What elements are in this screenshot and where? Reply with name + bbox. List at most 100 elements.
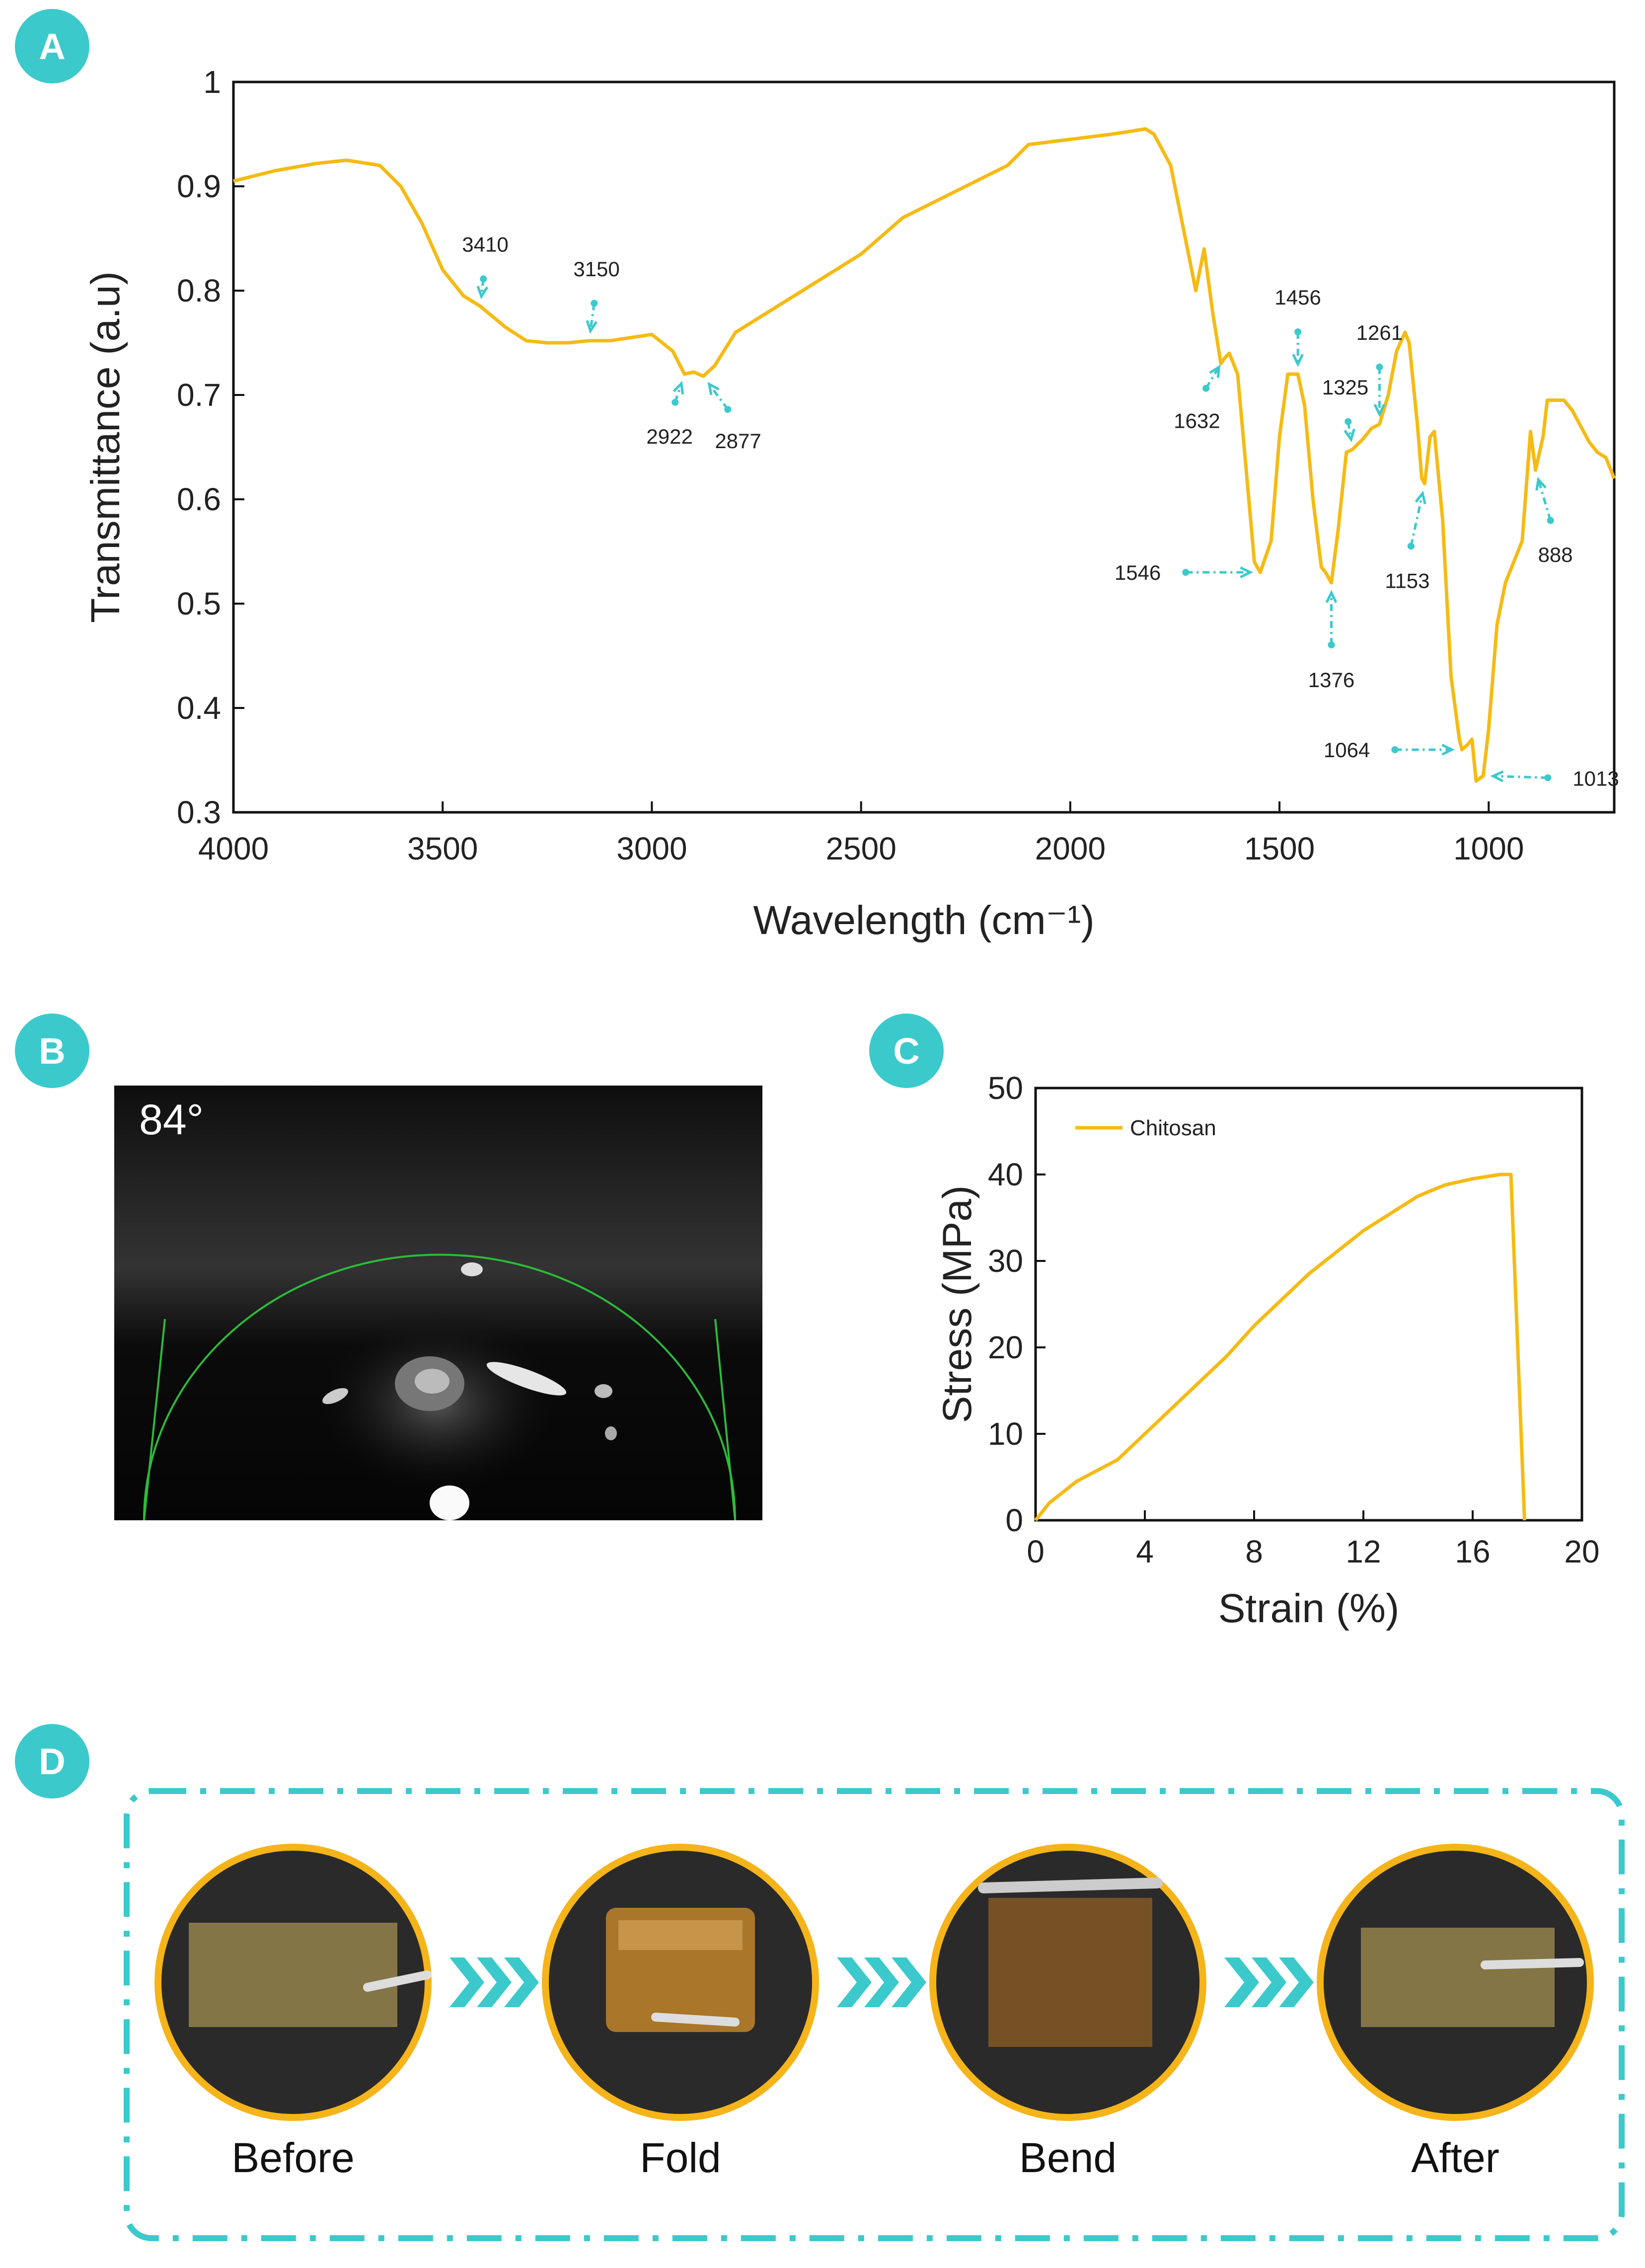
y-tick-label: 50 [988,1070,1023,1106]
annotation-dot [1547,517,1554,524]
annotation-arrowhead [1490,770,1504,782]
annotation-dot [1407,543,1415,550]
annotation-dot [724,406,732,413]
annotation-arrowhead [1292,354,1304,367]
x-tick-label: 4000 [198,831,269,866]
y-tick-label: 20 [988,1330,1023,1365]
annotation-label: 888 [1538,543,1573,566]
ftir-chart: 4000 3500 3000 2500 2000 1500 1000 0.3 0.4 0.5 0.6… [83,64,1619,943]
annotation-arrow [1493,775,1548,779]
y-axis-label: Transmittance (a.u) [83,271,128,623]
x-tick-label: 4 [1136,1534,1154,1569]
x-tick-label: 16 [1455,1534,1490,1569]
panel-d-badge: D [15,1724,89,1799]
plot-frame-c [1034,1087,1583,1522]
annotation-arrowhead [586,320,598,334]
annotation-arrowhead [1415,490,1426,505]
y-tick-label: 0.6 [177,481,221,517]
annotation-arrow [708,383,729,410]
stage-label-fold: Fold [640,2134,721,2181]
annotation-dot [1376,363,1383,371]
annotation-dot [1345,418,1352,425]
y-tick-label: 0.8 [177,273,221,309]
annotation-arrowhead [1240,566,1254,578]
contact-angle-value: 84° [139,1096,204,1144]
contact-angle-image: 84° [114,1086,762,1520]
annotation-dot [480,275,487,283]
annotation-arrowhead [1344,428,1355,443]
annotation-arrowhead [673,381,684,395]
annotation-arrowhead [1441,744,1455,756]
x-tick-label: 20 [1564,1534,1599,1569]
annotation-dot [1544,774,1552,782]
x-tick-label: 1500 [1244,831,1315,866]
annotation-label: 2877 [715,429,761,453]
y-tick-label: 0.4 [177,690,221,726]
x-tick-label: 0 [1027,1534,1045,1569]
y-tick-label: 40 [988,1157,1023,1192]
panel-b-badge: B [15,1014,89,1088]
annotation-dot [672,398,679,406]
y-tick-label: 0.3 [177,794,221,830]
annotation-arrowhead [1209,364,1221,378]
annotation-dot [591,300,598,307]
annotation-label: 1013 [1572,767,1619,790]
annotation-dot [1391,746,1399,753]
panel-c-badge: C [869,1014,944,1088]
arrow-chevrons-1 [449,1957,539,2007]
x-tick-label: 12 [1346,1534,1381,1569]
annotation-label: 1064 [1324,738,1370,762]
y-tick-label: 0.5 [177,586,221,622]
annotation-arrowhead [1373,403,1386,417]
y-tick-label: 0 [1005,1502,1023,1538]
x-tick-label: 3000 [616,831,687,866]
annotation-dot [1328,641,1335,648]
photo-after [1317,1844,1594,2121]
x-tick-label: 2500 [825,831,896,866]
annotation-arrowhead [1535,476,1547,491]
droplet-contour [143,1253,736,1520]
annotation-dot [1182,569,1190,576]
annotation-arrow [1204,366,1220,389]
annotation-label: 1261 [1356,321,1403,344]
annotation-label: 1546 [1115,561,1161,584]
photo-bend [929,1844,1206,2121]
y-tick-label: 30 [988,1243,1023,1279]
annotation-label: 1632 [1174,409,1220,433]
stage-label-after: After [1411,2134,1499,2181]
plot-frame-a [232,80,1616,814]
annotation-label: 1376 [1308,668,1354,692]
y-tick-label: 10 [988,1416,1023,1452]
arrow-chevrons-2 [837,1957,926,2007]
annotation-arrow [1537,479,1552,521]
annotation-arrow [589,303,596,331]
annotation-dot [1294,328,1302,335]
annotation-label: 2922 [646,425,692,448]
y-tick-label: 1 [203,64,221,100]
x-tick-label: 3500 [407,831,478,866]
annotation-dot [1202,385,1210,392]
annotation-label: 3410 [462,233,508,256]
panel-a-badge: A [15,9,89,83]
x-tick-label: 2000 [1035,831,1106,866]
x-tick-label: 1000 [1453,831,1524,866]
series-line-ftir [233,127,1616,783]
y-axis-label: Stress (MPa) [935,1185,980,1423]
arrow-chevrons-3 [1224,1957,1314,2007]
legend-label: Chitosan [1130,1116,1216,1140]
photo-before [154,1844,432,2121]
x-axis-label: Wavelength (cm⁻¹) [753,898,1094,943]
stress-strain-chart: 0 4 8 12 16 20 0 10 20 30 40 50 Strain (%) Stress (MP… [935,1070,1600,1631]
y-tick-label: 0.9 [177,168,221,204]
stage-label-bend: Bend [1019,2134,1117,2181]
x-tick-label: 8 [1245,1534,1263,1569]
y-tick-label: 0.7 [177,377,221,413]
annotation-label: 1456 [1274,286,1321,309]
annotation-label: 1325 [1322,376,1368,399]
tangent-line-left [143,1319,166,1520]
annotation-arrowhead [476,286,489,300]
x-axis-label: Strain (%) [1218,1586,1400,1631]
annotation-arrowhead [1325,590,1338,603]
annotation-arrowhead [707,382,720,395]
photo-fold [542,1844,819,2121]
